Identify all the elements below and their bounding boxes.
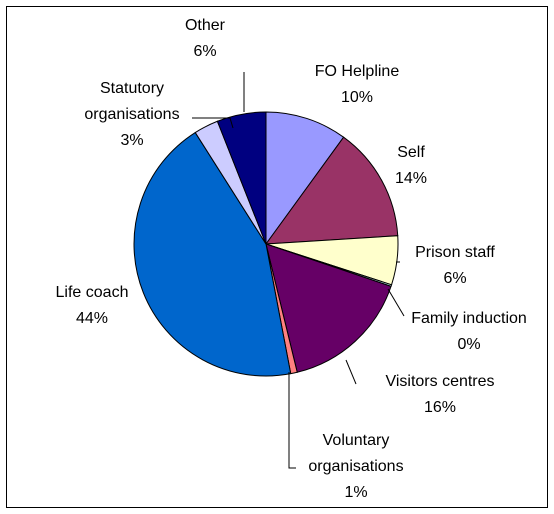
slice-label-self: Self [397, 144, 425, 161]
slice-label-other: Other [185, 17, 226, 34]
leader-line-voluntary [288, 372, 296, 469]
slice-pct-life-coach: 44% [76, 310, 108, 327]
leader-lines [192, 72, 405, 469]
pie-slice-visitors-centres [265, 243, 392, 373]
leader-line-family-induction [387, 288, 405, 317]
leader-line-statutory [192, 117, 234, 129]
pie-slice-life-coach [133, 131, 292, 377]
slice-label-visitors-centres: Visitors centres [385, 373, 494, 390]
slice-label-fo-helpline: FO Helpline [315, 63, 400, 80]
slice-pct-other: 6% [193, 43, 216, 60]
slice-pct-voluntary: 1% [344, 484, 367, 501]
slice-pct-statutory: 3% [120, 132, 143, 149]
pie-slices [133, 111, 399, 377]
leader-line-visitors [345, 359, 357, 385]
pie-slice-self [264, 136, 399, 245]
slice-pct-fo-helpline: 10% [341, 89, 373, 106]
pie-slice-other [216, 111, 267, 245]
slice-label-life-coach: Life coach [56, 284, 129, 301]
slice-label-family-induction: Family induction [411, 310, 527, 327]
slice-label-voluntary-line1: Voluntary [323, 432, 390, 449]
slice-label-statutory-line2: organisations [84, 106, 179, 123]
pie-slice-fo-helpline [265, 111, 345, 246]
slice-pct-family-induction: 0% [457, 336, 480, 353]
slice-pct-self: 14% [395, 170, 427, 187]
slice-label-statutory-line1: Statutory [100, 80, 164, 97]
slice-labels: FO Helpline 10% Self 14% Prison staff 6%… [56, 17, 527, 501]
slice-label-prison-staff: Prison staff [415, 244, 495, 261]
slice-pct-visitors-centres: 16% [424, 399, 456, 416]
slice-label-voluntary-line2: organisations [308, 458, 403, 475]
slice-pct-prison-staff: 6% [443, 270, 466, 287]
